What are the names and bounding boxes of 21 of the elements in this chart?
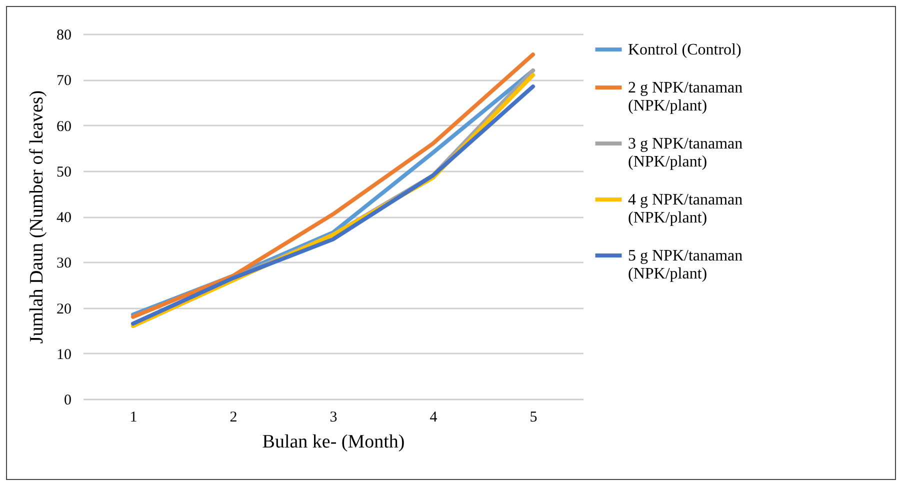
x-tick-label: 5: [530, 410, 538, 426]
legend-label: 4 g NPK/tanaman (NPK/plant): [628, 192, 743, 226]
legend-label: Kontrol (Control): [628, 42, 742, 58]
x-tick-label: 4: [430, 410, 438, 426]
x-axis-title: Bulan ke- (Month): [262, 432, 405, 452]
legend-label: 3 g NPK/tanaman (NPK/plant): [628, 136, 743, 170]
x-tick-label: 2: [230, 410, 238, 426]
y-tick-label: 20: [56, 301, 72, 318]
y-tick-label: 70: [56, 73, 72, 90]
y-tick-label: 40: [56, 210, 72, 226]
y-tick-label: 80: [56, 28, 72, 44]
y-tick-label: 30: [56, 256, 72, 272]
legend-label: 2 g NPK/tanaman (NPK/plant): [628, 80, 743, 114]
legend-label: 5 g NPK/tanaman (NPK/plant): [628, 248, 743, 282]
y-tick-label: 0: [64, 392, 72, 408]
y-axis-title: Jumlah Daun (Number of leaves): [26, 90, 48, 344]
x-tick-label: 3: [330, 410, 338, 426]
y-tick-label: 60: [56, 118, 72, 135]
y-tick-label: 50: [56, 164, 72, 180]
x-tick-label: 1: [130, 410, 138, 426]
y-tick-label: 10: [56, 346, 72, 363]
